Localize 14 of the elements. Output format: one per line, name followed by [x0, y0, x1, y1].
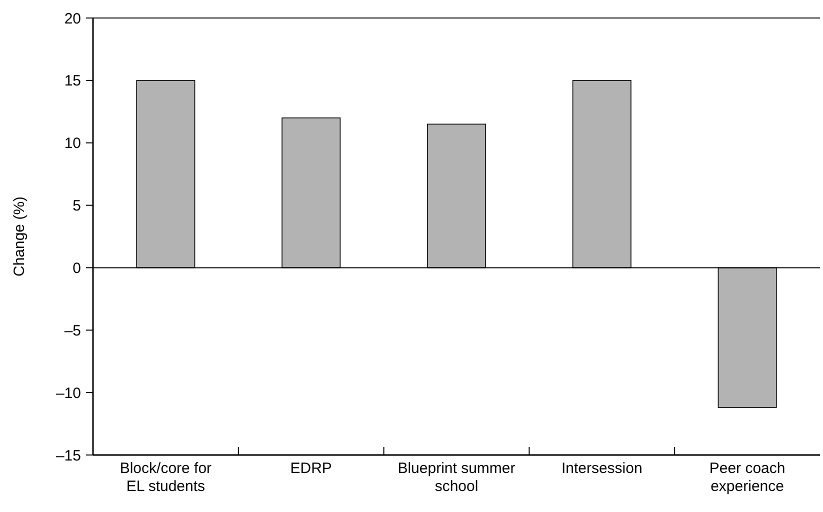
y-tick-label: 15 — [64, 72, 81, 90]
x-tick-label: Block/core for EL students — [120, 460, 212, 495]
y-tick-label: 5 — [72, 198, 81, 215]
x-tick-label: EDRP — [290, 460, 332, 477]
y-tick-label: 10 — [64, 135, 81, 152]
x-tick-label: Blueprint summer school — [398, 460, 516, 495]
y-tick-label: 0 — [72, 260, 81, 277]
y-axis-title: Change (%) — [11, 196, 28, 277]
y-tick-label: 20 — [64, 10, 81, 28]
y-tick-label: –15 — [56, 447, 81, 464]
x-tick-label: Peer coach experience — [709, 460, 786, 495]
y-tick-label: –10 — [56, 384, 81, 402]
x-tick-label: Intersession — [561, 460, 642, 477]
y-tick-label: –5 — [64, 322, 81, 340]
